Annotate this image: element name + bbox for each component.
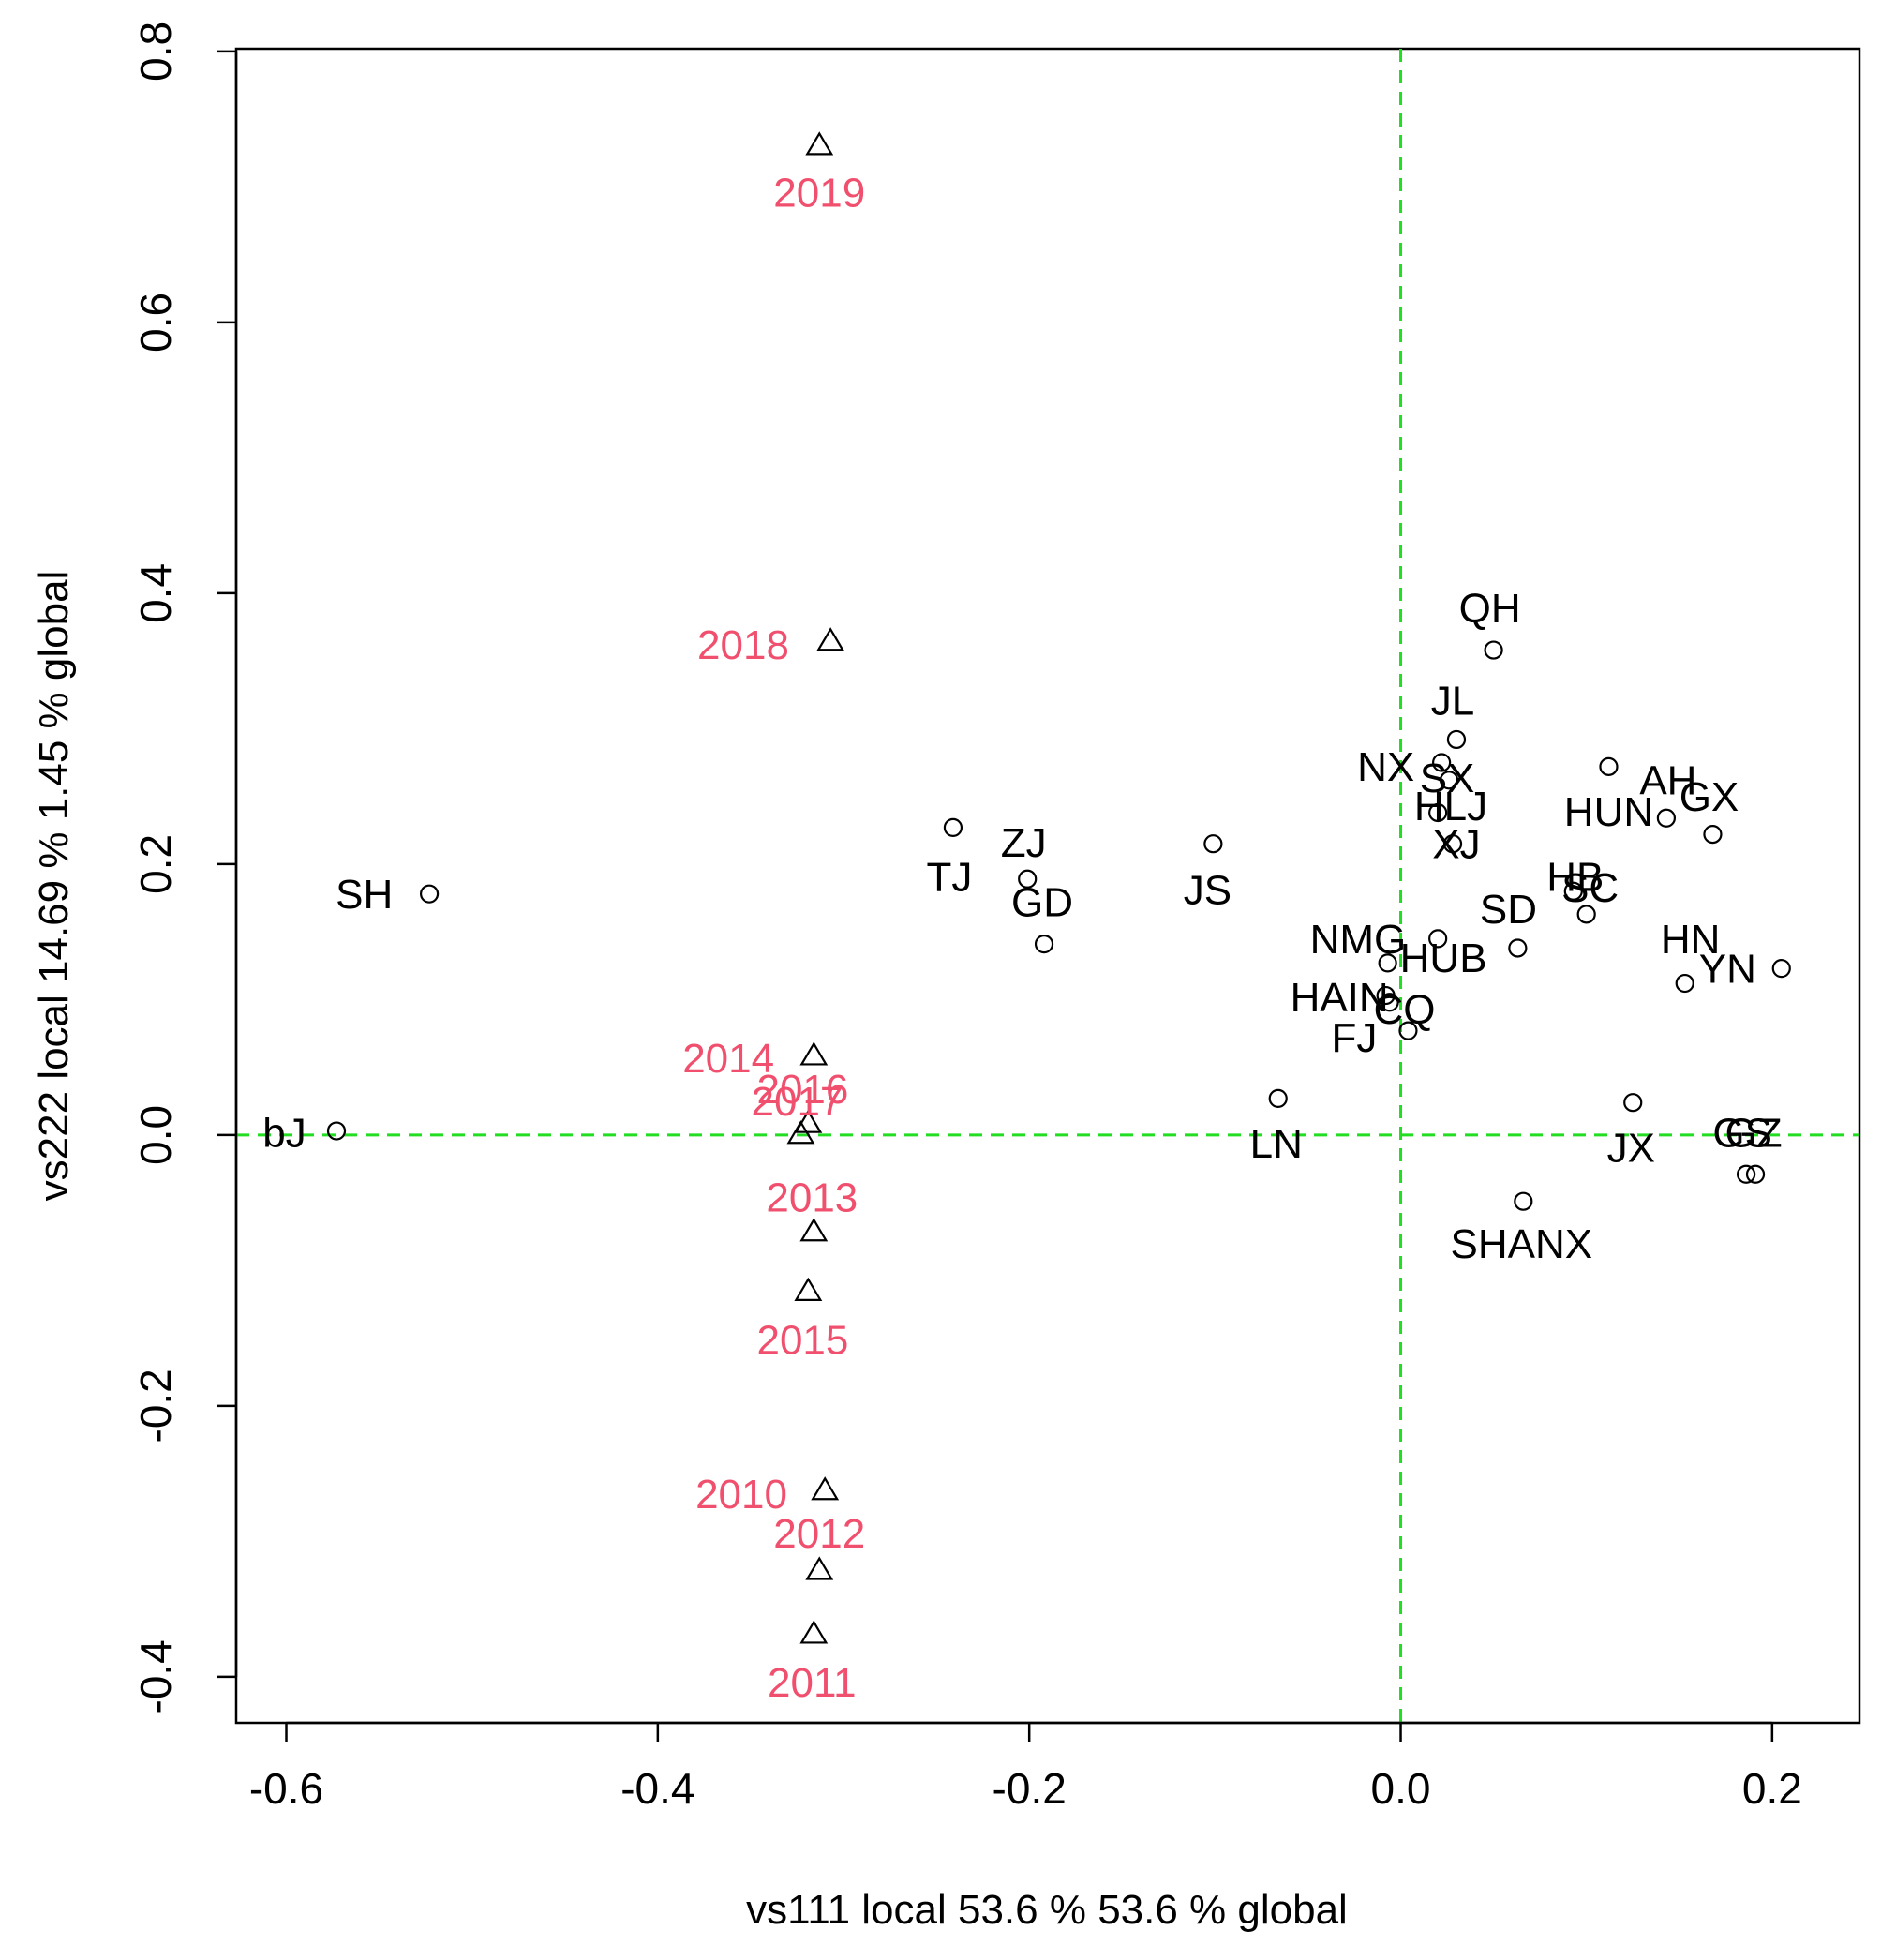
y-tick-label: 0.6	[131, 292, 180, 352]
province-point	[1446, 729, 1467, 750]
province-label: SHANX	[1451, 1221, 1593, 1267]
year-point	[805, 1556, 834, 1580]
x-axis-ticks: -0.6 -0.4 -0.2 0.0 0.2	[249, 1723, 1802, 1813]
province-label: GS	[1712, 1110, 1772, 1156]
province-point	[1514, 1191, 1533, 1211]
province-point	[1771, 959, 1791, 979]
province-point	[1439, 771, 1459, 790]
year-label: 2019	[773, 171, 865, 217]
province-point	[1268, 1088, 1288, 1108]
province-label: SC	[1561, 865, 1619, 911]
province-point	[1442, 834, 1463, 854]
province-label: SX	[1420, 756, 1475, 801]
year-point	[799, 1218, 829, 1242]
province-label: ZJ	[1001, 820, 1047, 866]
province-label: JS	[1184, 868, 1232, 914]
province-point	[1703, 824, 1723, 845]
province-point	[1380, 993, 1399, 1012]
province-label: YN	[1699, 947, 1756, 993]
year-label: 2016	[756, 1067, 848, 1113]
province-label: JX	[1607, 1125, 1655, 1171]
province-label: LN	[1250, 1121, 1303, 1167]
year-label: 2010	[695, 1472, 787, 1518]
province-label: JL	[1431, 678, 1474, 724]
province-label: AH	[1639, 758, 1696, 804]
y-tick-label: -0.2	[131, 1369, 180, 1443]
year-label: 2011	[768, 1660, 857, 1706]
province-point	[1428, 929, 1448, 949]
province-label: HUN	[1564, 789, 1653, 835]
province-label: GZ	[1724, 1110, 1782, 1156]
province-label: HAIN	[1291, 975, 1389, 1021]
year-point	[799, 1620, 829, 1644]
year-label: 2013	[766, 1175, 858, 1221]
year-point	[786, 1120, 815, 1145]
province-point	[1745, 1164, 1766, 1184]
province-point	[1378, 953, 1397, 973]
province-label: SH	[336, 872, 393, 918]
y-tick-label: 0.0	[131, 1105, 180, 1165]
y-axis-ticks: -0.4 -0.2 0.0 0.2 0.4 0.6 0.8	[131, 22, 236, 1714]
province-point	[1484, 640, 1503, 660]
y-axis-title: vs222 local 14.69 % 1.45 % global	[31, 571, 77, 1202]
province-point	[1599, 756, 1619, 776]
province-point	[1656, 808, 1677, 828]
province-label: HUB	[1400, 935, 1487, 981]
year-point	[816, 627, 845, 651]
province-label: HN	[1661, 917, 1721, 963]
y-tick-label: 0.2	[131, 834, 180, 894]
province-point	[1432, 753, 1452, 772]
province-point	[1737, 1164, 1756, 1184]
province-label: XJ	[1432, 822, 1480, 868]
province-point	[326, 1121, 347, 1141]
province-point	[1203, 834, 1223, 854]
year-label: 2015	[756, 1317, 848, 1363]
year-point	[794, 1109, 823, 1133]
province-point	[1398, 1021, 1418, 1040]
year-label: 2012	[773, 1511, 865, 1557]
province-label: TJ	[927, 854, 973, 900]
year-point	[805, 131, 834, 156]
province-label: bJ	[262, 1110, 306, 1156]
x-tick-label: -0.4	[620, 1764, 694, 1813]
province-label: GX	[1680, 774, 1739, 820]
province-point	[943, 817, 963, 837]
province-label: NX	[1357, 744, 1414, 790]
year-point	[799, 1041, 829, 1066]
province-point	[419, 884, 440, 904]
province-label: CQ	[1373, 987, 1435, 1033]
year-label: 2014	[682, 1036, 774, 1082]
y-tick-label: 0.8	[131, 22, 180, 82]
y-tick-label: -0.4	[131, 1639, 180, 1713]
year-label: 2018	[697, 622, 789, 668]
province-point	[1034, 935, 1054, 954]
province-label: QH	[1459, 586, 1521, 632]
x-tick-label: 0.0	[1371, 1764, 1431, 1813]
x-axis-title: vs111 local 53.6 % 53.6 % global	[746, 1887, 1348, 1933]
data-points	[326, 131, 1791, 1644]
province-point	[1623, 1093, 1643, 1113]
province-label: NMG	[1310, 917, 1407, 963]
x-tick-label: -0.6	[249, 1764, 323, 1813]
province-point	[1508, 938, 1528, 958]
province-point	[1675, 973, 1694, 994]
y-tick-label: 0.4	[131, 563, 180, 623]
year-point	[811, 1476, 840, 1501]
province-label: SD	[1480, 887, 1537, 933]
province-label: GD	[1011, 880, 1073, 926]
x-tick-label: -0.2	[993, 1764, 1067, 1813]
province-label: HLJ	[1414, 784, 1487, 830]
province-label: FJ	[1332, 1015, 1378, 1061]
province-label: HB	[1546, 854, 1604, 900]
year-point	[794, 1277, 823, 1301]
province-point	[1563, 881, 1583, 901]
province-point	[1018, 869, 1038, 889]
year-label: 2017	[752, 1079, 843, 1125]
province-point	[1428, 802, 1448, 823]
province-point	[1576, 905, 1596, 924]
x-tick-label: 0.2	[1742, 1764, 1802, 1813]
